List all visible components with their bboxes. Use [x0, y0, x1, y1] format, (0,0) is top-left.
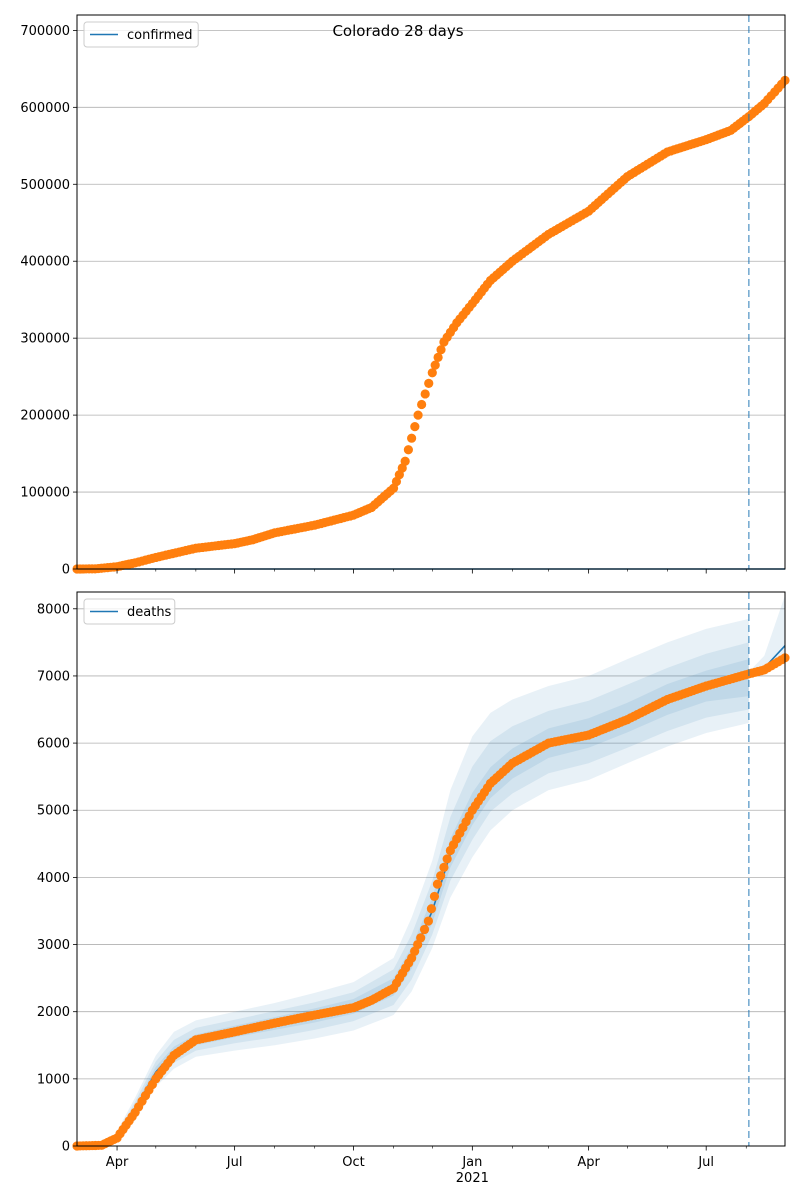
- observed-point: [436, 871, 446, 881]
- observed-point: [442, 854, 452, 864]
- deaths-plot-frame: [76, 591, 786, 1147]
- y-tick-label: 4000: [37, 871, 70, 886]
- y-tick-label: 700000: [20, 24, 70, 39]
- x-tick-label: Jul: [697, 1155, 714, 1170]
- y-tick-label: 300000: [20, 332, 70, 347]
- legend-label-confirmed: confirmed: [127, 28, 193, 43]
- y-tick-label: 3000: [37, 938, 70, 953]
- x-tick-label: Apr: [577, 1155, 600, 1170]
- legend-box: [83, 21, 199, 48]
- x-tick-label: Jan: [461, 1155, 482, 1170]
- observed-point: [429, 891, 440, 902]
- observed-point: [430, 360, 440, 370]
- y-tick-label: 8000: [37, 602, 70, 617]
- observed-point: [417, 399, 427, 410]
- confirmed-y-ticks: 0 100000 200000 300000 400000 500000 600000 700…: [20, 24, 77, 578]
- x-tick-label: Oct: [342, 1155, 364, 1170]
- observed-point: [420, 389, 430, 399]
- confirmed-x-ticks: [116, 569, 747, 574]
- observed-point: [410, 422, 420, 432]
- deaths-markers: [72, 653, 790, 1151]
- deaths-panel: 0 1000 2000 3000 4000 5000 6000 7000 8000 Apr Jul…: [37, 591, 790, 1186]
- confirmed-plot-frame: [76, 14, 786, 570]
- y-tick-label: 7000: [37, 669, 70, 684]
- legend-box: [83, 598, 176, 625]
- confirmed-markers: [72, 75, 790, 574]
- observed-point: [423, 916, 434, 926]
- x-year-label: 2021: [456, 1171, 489, 1186]
- y-tick-label: 0: [62, 1140, 70, 1155]
- uncertainty-band: [117, 642, 749, 1142]
- observed-point: [400, 456, 410, 466]
- observed-point: [419, 924, 430, 935]
- observed-point: [416, 933, 426, 943]
- observed-point: [407, 433, 417, 443]
- y-tick-label: 600000: [20, 101, 70, 116]
- deaths-legend: deaths: [83, 598, 176, 625]
- observed-point: [426, 904, 437, 914]
- uncertainty-band: [117, 618, 749, 1143]
- observed-point: [403, 445, 413, 455]
- y-tick-label: 2000: [37, 1005, 70, 1020]
- y-tick-label: 200000: [20, 409, 70, 424]
- observed-point: [439, 862, 449, 872]
- observed-point: [427, 368, 437, 378]
- confirmed-panel: 0 100000 200000 300000 400000 500000 600000 700…: [20, 14, 790, 578]
- legend-label-deaths: deaths: [127, 605, 172, 620]
- chart-title: Colorado 28 days: [332, 22, 463, 40]
- y-tick-label: 400000: [20, 255, 70, 270]
- observed-point: [424, 378, 434, 388]
- deaths-y-ticks: 0 1000 2000 3000 4000 5000 6000 7000 8000: [37, 602, 77, 1155]
- y-tick-label: 6000: [37, 737, 70, 752]
- y-tick-label: 100000: [20, 486, 70, 501]
- y-tick-label: 0: [62, 563, 70, 578]
- y-tick-label: 1000: [37, 1072, 70, 1087]
- y-tick-label: 500000: [20, 178, 70, 193]
- observed-point: [433, 352, 443, 363]
- confirmed-legend: confirmed: [83, 21, 199, 48]
- observed-point: [432, 879, 443, 889]
- observed-point: [436, 345, 446, 355]
- y-tick-label: 5000: [37, 804, 70, 819]
- x-tick-label: Jul: [226, 1155, 243, 1170]
- observed-point: [413, 410, 423, 420]
- x-tick-label: Apr: [106, 1155, 129, 1170]
- deaths-x-ticks: Apr Jul Oct Jan Apr Jul: [106, 1146, 747, 1170]
